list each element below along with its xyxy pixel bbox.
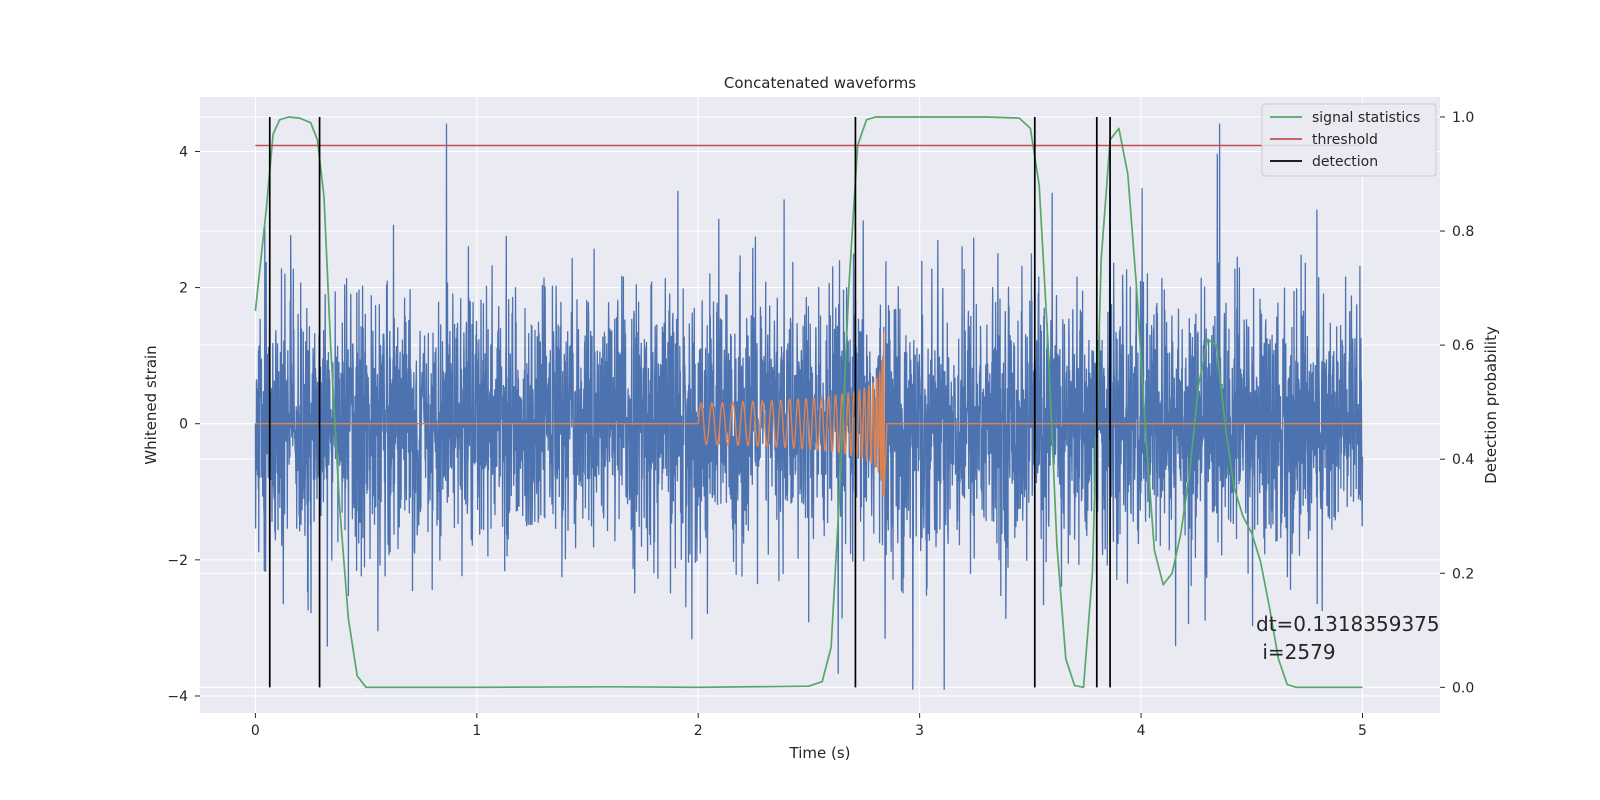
annotation: dt=0.1318359375 i=2579 (1256, 612, 1440, 664)
y2-tick-label: 0.0 (1452, 680, 1474, 696)
legend-label: threshold (1312, 132, 1378, 148)
y2-tick-label: 0.8 (1452, 224, 1474, 240)
y-tick-label: 0 (179, 417, 188, 433)
y-axis-label: Whitened strain (142, 345, 160, 464)
x-tick-label: 2 (694, 723, 703, 739)
x-tick-label: 1 (472, 723, 481, 739)
legend: signal statistics threshold detection (1261, 103, 1437, 177)
y-tick-label: −4 (167, 689, 188, 705)
y2-tick-label: 0.4 (1452, 452, 1474, 468)
plot-area (254, 116, 1364, 690)
axes-ticks: 0 1 2 3 4 5 −4 −2 0 2 4 0.0 0.2 0.4 0.6 0.8 1.0 (167, 110, 1474, 739)
y-tick-label: 4 (179, 144, 188, 160)
x-tick-label: 5 (1358, 723, 1367, 739)
x-axis-label: Time (s) (789, 744, 851, 762)
series-line-strain (254, 123, 1364, 690)
y2-tick-label: 0.2 (1452, 566, 1474, 582)
x-tick-label: 3 (915, 723, 924, 739)
right-axis-series (254, 116, 1363, 689)
annotation-line: dt=0.1318359375 (1256, 612, 1440, 636)
y2-tick-label: 0.6 (1452, 338, 1474, 354)
y2-tick-label: 1.0 (1452, 110, 1474, 126)
annotation-line: i=2579 (1256, 640, 1336, 664)
x-tick-label: 0 (251, 723, 260, 739)
y-tick-label: −2 (167, 553, 188, 569)
chart-title: Concatenated waveforms (724, 74, 916, 92)
legend-label: signal statistics (1312, 110, 1420, 126)
y-tick-label: 2 (179, 281, 188, 297)
legend-box (1261, 103, 1437, 177)
y2-axis-label: Detection probability (1482, 326, 1500, 484)
x-tick-label: 4 (1137, 723, 1146, 739)
series-line-signal-statistics (254, 116, 1363, 689)
legend-label: detection (1312, 154, 1378, 170)
